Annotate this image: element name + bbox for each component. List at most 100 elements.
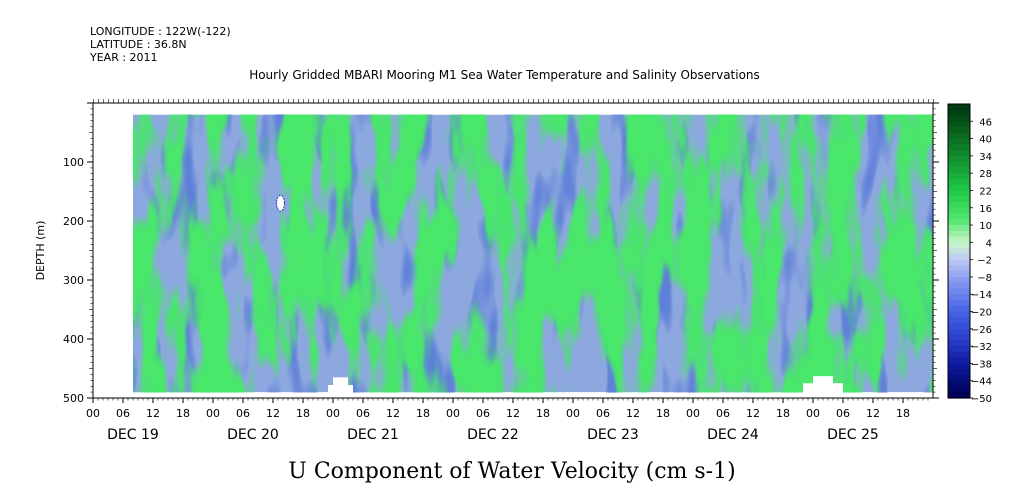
colorbar-label: 40 [979,135,992,146]
x-tick-label: 00 [686,407,700,420]
colorbar-swatch [948,115,970,122]
colorbar-swatch [948,196,970,203]
colorbar-swatch [948,132,970,140]
x-tick-label: 06 [596,407,610,420]
colorbar-swatch [948,184,970,192]
axis-titles: U Component of Water Velocity (cm s-1) [288,459,735,484]
x-tick-label: 06 [476,407,490,420]
colorbar-swatch [948,276,970,284]
colorbar-swatch [948,305,970,313]
colorbar-label: −38 [971,359,992,370]
colorbar-swatch [948,386,970,393]
colorbar-swatch [948,202,970,209]
colorbar: 46 40 34 28 22 16 10 4 −2 −8 −14 −20 −26 −32 −38 −44 −50 [947,103,992,405]
colorbar-swatch [948,213,970,220]
x-tick-label: 06 [116,407,130,420]
x-day-label: DEC 19 [107,427,159,443]
velocity-field [133,114,933,394]
colorbar-label: 28 [979,169,992,180]
colorbar-label: 34 [979,152,992,163]
field-positive-streaks [133,114,933,393]
colorbar-swatch [948,253,970,261]
x-tick-label: 12 [506,407,520,420]
colorbar-swatch [948,300,970,307]
missing-data-notch [803,383,843,394]
x-tick-label: 12 [386,407,400,420]
x-tick-label: 00 [806,407,820,420]
missing-data-hole [276,194,285,212]
colorbar-label: 4 [986,238,992,249]
colorbar-swatch [948,104,970,111]
colorbar-swatch [948,323,970,330]
colorbar-swatch [948,357,970,365]
y-axis: 100 200 300 400 500 DEPTH (m) [34,102,939,405]
y-tick-label: 100 [63,156,84,169]
colorbar-border [947,103,971,399]
colorbar-swatch [948,242,970,249]
colorbar-swatch [948,288,970,295]
y-tick-label: 300 [63,274,84,287]
colorbar-swatch [948,144,970,151]
colorbar-swatch [948,294,970,301]
chart-title: U Component of Water Velocity (cm s-1) [288,459,735,484]
colorbar-swatch [948,317,970,324]
colorbar-swatch [948,328,970,336]
colorbar-swatch [948,282,970,290]
colorbar-label: −20 [971,308,992,319]
x-tick-label: 18 [656,407,670,420]
y-tick-label: 400 [63,333,84,346]
x-day-label: DEC 24 [707,427,759,443]
x-axis: 00 06 12 18 00 06 12 18 00 06 12 18 00 06 12 18 00 06 12 18… [86,398,929,443]
colorbar-swatch [948,380,970,388]
x-tick-label: 12 [266,407,280,420]
colorbar-label: −2 [977,256,992,267]
colorbar-swatch [948,236,970,243]
longitude-label: LONGITUDE : 122W(-122) [90,25,231,38]
y-tick-label: 500 [63,392,84,405]
latitude-label: LATITUDE : 36.8N [90,38,187,51]
x-tick-label: 00 [446,407,460,420]
colorbar-swatch [948,248,970,255]
colorbar-swatch [948,230,970,238]
x-day-label: DEC 25 [827,427,879,443]
x-day-label: DEC 22 [467,427,519,443]
x-tick-label: 12 [626,407,640,420]
field-tint [133,114,933,393]
colorbar-swatch [948,363,970,370]
missing-data-notch [328,385,353,394]
x-tick-label: 12 [146,407,160,420]
x-day-label: DEC 21 [347,427,399,443]
colorbar-label: −26 [971,325,992,336]
colorbar-swatch [948,109,970,117]
x-tick-label: 18 [536,407,550,420]
x-tick-label: 00 [206,407,220,420]
colorbar-swatch [948,374,970,382]
colorbar-swatch [948,334,970,341]
y-axis-title: DEPTH (m) [34,221,47,281]
colorbar-swatch [948,138,970,145]
colorbar-label: −14 [971,290,992,301]
colorbar-swatch [948,190,970,197]
colorbar-label: −50 [971,394,992,405]
colorbar-swatch [948,346,970,353]
colorbar-swatch [948,392,970,399]
colorbar-swatch [948,178,970,186]
colorbar-swatch [948,219,970,226]
colorbar-swatch [948,311,970,318]
colorbar-swatch [948,271,970,278]
colorbar-swatch [948,127,970,134]
x-tick-label: 06 [236,407,250,420]
colorbar-swatch [948,340,970,347]
x-tick-label: 06 [356,407,370,420]
chart-subtitle: Hourly Gridded MBARI Mooring M1 Sea Wate… [249,68,760,82]
colorbar-label: −8 [977,273,992,284]
x-tick-label: 12 [746,407,760,420]
x-tick-label: 00 [86,407,100,420]
colorbar-swatch [948,155,970,163]
colorbar-swatch [948,161,970,169]
year-label: YEAR : 2011 [90,51,158,64]
x-tick-label: 12 [866,407,880,420]
colorbar-label: 46 [979,117,992,128]
x-tick-label: 00 [566,407,580,420]
